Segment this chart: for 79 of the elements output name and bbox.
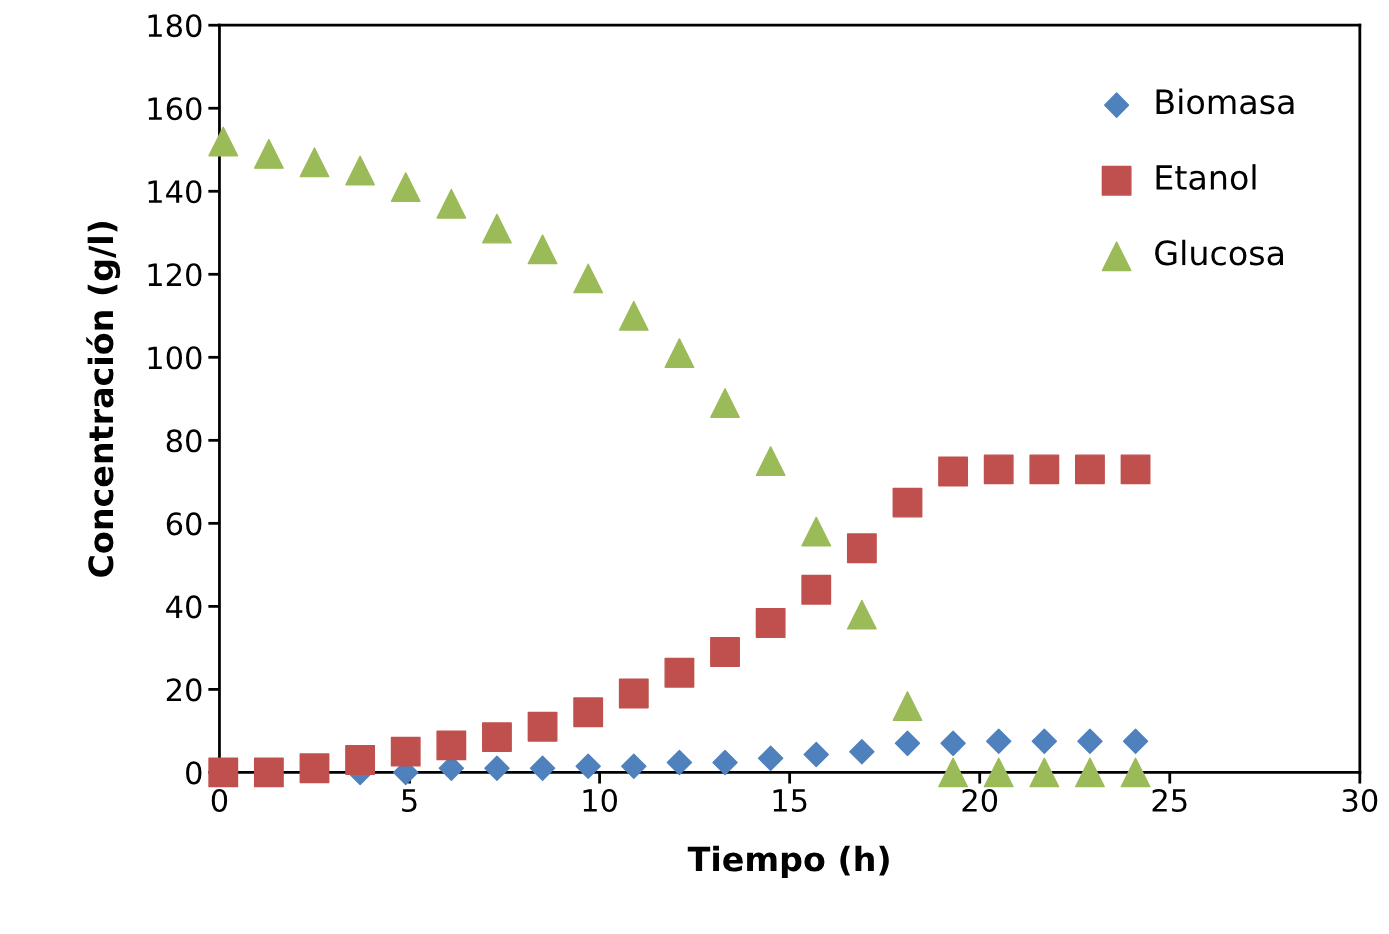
y-tick-label: 20 — [166, 678, 202, 702]
y-axis-title: Concentración (g/l) — [86, 221, 121, 577]
point — [846, 599, 877, 630]
x-axis-title: Tiempo (h) — [687, 845, 889, 878]
point — [390, 172, 421, 203]
point — [849, 738, 875, 765]
point — [208, 126, 239, 157]
point — [801, 574, 832, 605]
point — [664, 338, 695, 369]
point — [482, 213, 512, 244]
x-tick-label: 0 — [211, 788, 228, 813]
x-tick-label: 5 — [402, 789, 417, 813]
point — [618, 300, 649, 331]
point — [710, 637, 740, 667]
point — [983, 454, 1014, 485]
point — [621, 753, 647, 779]
y-tick-label: 40 — [166, 595, 202, 619]
point — [618, 678, 649, 709]
point — [299, 753, 330, 784]
legend-label: Glucosa — [1155, 239, 1283, 266]
point — [345, 745, 376, 775]
y-tick-label: 100 — [148, 346, 202, 370]
point — [757, 745, 784, 772]
point — [573, 263, 604, 294]
point — [436, 188, 467, 219]
point — [803, 741, 829, 768]
point — [938, 456, 969, 487]
x-tick-label: 25 — [1152, 788, 1187, 813]
point — [573, 697, 604, 728]
y-tick-label: 80 — [166, 429, 202, 453]
point — [390, 736, 421, 767]
legend-label: Etanol — [1156, 164, 1256, 190]
point — [484, 755, 510, 781]
point — [1077, 728, 1103, 755]
x-tick-label: 20 — [962, 788, 998, 813]
point — [1075, 454, 1105, 485]
point — [1029, 757, 1060, 788]
point — [710, 388, 740, 418]
y-tick-label: 140 — [148, 180, 202, 204]
point — [253, 757, 284, 788]
point — [436, 730, 467, 761]
y-tick-label: 180 — [148, 14, 202, 38]
point — [664, 657, 695, 688]
point — [1122, 728, 1149, 755]
legend-label: Biomasa — [1156, 88, 1294, 115]
point — [940, 730, 966, 757]
point — [755, 608, 786, 638]
y-tick-label: 60 — [166, 512, 202, 536]
point — [527, 234, 558, 265]
x-tick-label: 30 — [1342, 788, 1378, 813]
y-tick-label: 0 — [186, 761, 202, 785]
point — [983, 757, 1014, 788]
point — [1031, 728, 1058, 755]
point — [1120, 454, 1151, 485]
point — [894, 730, 921, 757]
point — [846, 533, 877, 564]
point — [345, 155, 376, 186]
point — [575, 753, 601, 779]
point — [208, 757, 239, 788]
point — [938, 757, 969, 788]
point — [1120, 757, 1151, 788]
point — [666, 749, 693, 776]
point — [253, 138, 284, 169]
point — [892, 691, 923, 721]
y-tick-label: 120 — [148, 263, 202, 287]
point — [1029, 454, 1060, 485]
point — [755, 446, 786, 477]
y-tick-label: 160 — [148, 97, 202, 121]
point — [527, 711, 558, 742]
point — [1075, 757, 1105, 788]
x-tick-label: 10 — [583, 788, 617, 813]
point — [712, 749, 738, 776]
point — [892, 487, 923, 518]
point — [801, 516, 832, 547]
point — [529, 755, 556, 781]
point — [299, 147, 330, 178]
point — [985, 728, 1012, 755]
point — [482, 722, 512, 753]
x-tick-label: 15 — [773, 789, 807, 813]
